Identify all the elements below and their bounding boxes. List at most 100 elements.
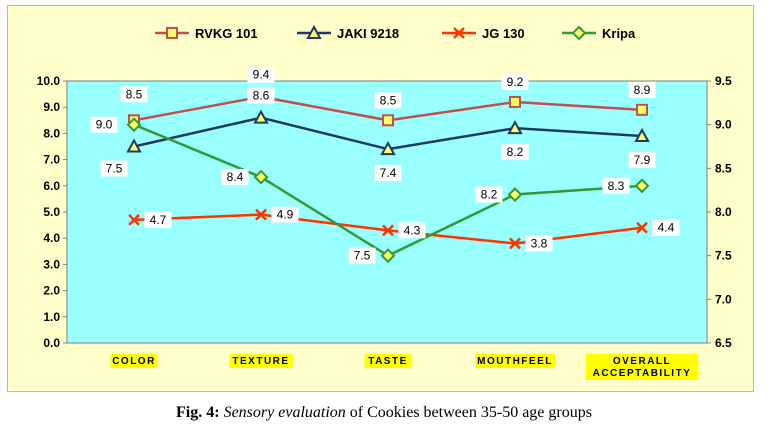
y-right-tick-label: 7.0: [715, 292, 732, 306]
y-left-tick-label: 4.0: [43, 231, 60, 245]
data-label: 8.9: [634, 83, 651, 97]
marker-x: [382, 224, 394, 237]
data-label-bg: [628, 152, 656, 169]
category-highlight: [110, 354, 158, 368]
legend-label: JG 130: [482, 26, 525, 41]
category-text: OVERALL: [613, 356, 671, 367]
category-text: MOUTHFEEL: [477, 356, 553, 367]
data-label: 9.4: [253, 68, 270, 82]
legend: RVKG 101 JAKI 9218 JG 130 Kripa: [155, 24, 636, 41]
x-category-label: TASTE: [364, 354, 412, 368]
data-label: 7.5: [106, 162, 123, 176]
series-jaki-9218: [126, 109, 650, 156]
y-left-tick-label: 1.0: [43, 310, 60, 324]
category-highlight: [585, 354, 699, 380]
data-label: 4.3: [404, 223, 421, 237]
data-label-bg: [348, 247, 376, 264]
legend-item: RVKG 101: [155, 26, 258, 41]
y-right-tick-label: 6.5: [715, 336, 732, 350]
legend-item: Kripa: [562, 25, 636, 41]
caption-italic-text: Sensory evaluation: [223, 404, 346, 421]
data-label: 8.6: [253, 89, 270, 103]
data-label-bg: [144, 211, 172, 228]
y-left-tick-label: 10.0: [37, 74, 61, 88]
caption-text: of Cookies between 35-50 age groups: [349, 404, 592, 421]
data-label: 8.5: [380, 93, 397, 107]
data-label-bg: [100, 160, 128, 177]
marker-triangle: [380, 141, 396, 156]
y-right-tick-label: 9.0: [715, 118, 732, 132]
data-label: 9.0: [96, 118, 113, 132]
data-label: 9.2: [507, 75, 524, 89]
x-category-label: COLOR: [110, 354, 158, 368]
legend-label: JAKI 9218: [337, 26, 399, 41]
y-left-tick-label: 6.0: [43, 179, 60, 193]
y-left-tick-label: 0.0: [43, 336, 60, 350]
data-label: 8.4: [227, 170, 244, 184]
category-highlight: [229, 354, 293, 368]
marker-triangle: [507, 120, 523, 135]
data-label: 7.4: [380, 166, 397, 180]
y-left-tick-label: 8.0: [43, 126, 60, 140]
data-label: 8.3: [608, 179, 625, 193]
legend-label: Kripa: [602, 26, 636, 41]
data-label-bg: [501, 73, 529, 90]
data-label-bg: [90, 116, 118, 133]
marker-triangle: [126, 138, 142, 153]
data-label: 4.9: [277, 208, 294, 222]
figure-caption: Fig. 4: Sensory evaluation of Cookies be…: [0, 404, 768, 422]
series-jg-130: [128, 208, 648, 250]
marker-diamond: [507, 187, 523, 202]
y-left-tick-label: 9.0: [43, 100, 60, 114]
marker-x: [509, 237, 521, 250]
y-right-tick-label: 9.5: [715, 74, 732, 88]
data-label-bg: [374, 165, 402, 182]
y-left-tick-label: 3.0: [43, 257, 60, 271]
marker-square: [382, 114, 394, 127]
category-text: ACCEPTABILITY: [593, 368, 692, 379]
data-label: 3.8: [531, 236, 548, 250]
category-highlight: [364, 354, 412, 368]
y-left-tick-label: 2.0: [43, 284, 60, 298]
data-label: 4.7: [150, 213, 167, 227]
category-highlight: [475, 354, 555, 368]
marker-diamond: [126, 117, 142, 133]
data-label-bg: [247, 87, 275, 104]
marker-square: [166, 27, 178, 39]
marker-diamond: [253, 169, 269, 185]
data-label-bg: [374, 92, 402, 109]
marker-square: [509, 95, 521, 108]
data-label-bg: [398, 222, 426, 239]
data-label-bg: [501, 144, 529, 161]
data-label-bg: [525, 235, 553, 252]
data-label: 7.9: [634, 153, 651, 167]
legend-label: RVKG 101: [195, 26, 258, 41]
data-label: 8.2: [507, 145, 524, 159]
data-label: 8.2: [481, 188, 498, 202]
x-category-label: MOUTHFEEL: [475, 354, 555, 368]
data-label-bg: [475, 186, 503, 203]
data-label: 4.4: [658, 221, 675, 235]
caption-fig-label: Fig. 4:: [176, 404, 220, 421]
data-label-bg: [221, 169, 249, 186]
category-text: TEXTURE: [232, 356, 289, 367]
marker-x: [453, 27, 465, 39]
category-text: COLOR: [112, 356, 156, 367]
y-left-tick-label: 7.0: [43, 153, 60, 167]
legend-item: JAKI 9218: [297, 24, 399, 41]
data-labels: 8.5 9.4 8.5 9.2 8.9 7.5 8.6 7.4 8.2 7.9 4.7 4.9 4.3 3…: [90, 66, 680, 264]
data-label-bg: [602, 177, 630, 194]
y-right-tick-label: 8.5: [715, 161, 732, 175]
sensory-line-chart: 0.0 1.0 2.0 3.0 4.0 5.0 6.0 7.0 8.0 9.0 10.0 6.5 7.0…: [37, 24, 732, 380]
data-label-bg: [120, 86, 148, 103]
y-left-tick-label: 5.0: [43, 205, 60, 219]
marker-triangle: [253, 109, 269, 124]
y-right-tick-label: 8.0: [715, 205, 732, 219]
marker-square: [636, 103, 648, 116]
x-category-label: TEXTURE: [229, 354, 293, 368]
marker-triangle: [634, 127, 650, 143]
marker-triangle: [306, 24, 322, 39]
series-kripa: [126, 117, 650, 264]
category-text: TASTE: [368, 356, 408, 367]
